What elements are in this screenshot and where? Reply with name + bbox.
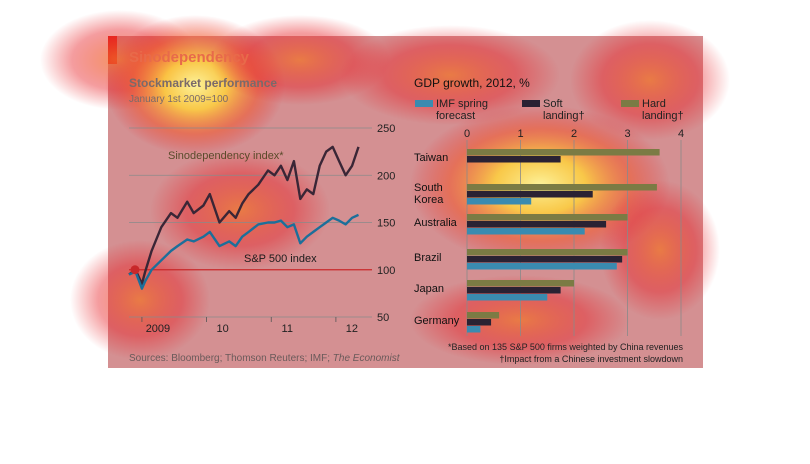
bar <box>467 184 657 191</box>
bar <box>467 156 561 163</box>
x-tick-label: 11 <box>282 323 293 335</box>
bar <box>467 198 532 205</box>
category-label: Korea <box>414 194 444 206</box>
x-tick-label: 4 <box>678 128 684 140</box>
bar <box>467 326 481 333</box>
x-tick-label: 10 <box>216 323 228 335</box>
bar <box>467 221 607 228</box>
legend: IMF springforecastSoftlanding†Hardlandin… <box>415 98 684 122</box>
category-label: Australia <box>414 217 458 229</box>
category-label: Brazil <box>414 252 442 264</box>
bar <box>467 294 548 301</box>
legend-swatch <box>522 100 540 107</box>
category-label: South <box>414 182 443 194</box>
bar <box>467 319 492 326</box>
y-tick-label: 50 <box>377 312 389 324</box>
right-chart-title: GDP growth, 2012, % <box>414 76 530 90</box>
y-tick-label: 250 <box>377 123 395 135</box>
sinodependency-line <box>128 145 360 286</box>
legend-label: Soft <box>543 98 563 110</box>
left-gridlines <box>129 127 372 318</box>
bars <box>467 149 660 333</box>
bar <box>467 280 574 287</box>
y-tick-label: 100 <box>377 265 395 277</box>
bar <box>467 228 585 235</box>
bar <box>467 256 623 263</box>
footnote-1: *Based on 135 S&P 500 firms weighted by … <box>448 342 683 352</box>
legend-label: landing† <box>543 110 585 122</box>
sources-italic: The Economist <box>333 353 401 364</box>
y-tick-label: 200 <box>377 170 395 182</box>
sinodependency-annotation: Sinodependency index* <box>168 150 284 162</box>
footnote-2: †Impact from a Chinese investment slowdo… <box>499 354 683 364</box>
left-x-tick-labels: 2009 10 11 12 <box>141 317 358 335</box>
sources: Sources: Bloomberg; Thomson Reuters; IMF… <box>129 353 401 364</box>
sp500-annotation: S&P 500 index <box>244 253 317 265</box>
x-tick-label: 2 <box>571 128 577 140</box>
x-tick-label: 0 <box>464 128 470 140</box>
category-label: Taiwan <box>414 152 448 164</box>
category-label: Japan <box>414 283 444 295</box>
bar <box>467 249 628 256</box>
bar <box>467 191 593 198</box>
legend-label: forecast <box>436 110 475 122</box>
x-tick-label: 12 <box>346 323 358 335</box>
left-chart-subtitle: January 1st 2009=100 <box>129 94 229 105</box>
x-tick-label: 3 <box>624 128 630 140</box>
left-chart-title: Stockmarket performance <box>129 76 277 90</box>
baseline-marker <box>130 265 140 275</box>
bar <box>467 312 500 319</box>
page-title: Sinodependency <box>129 49 250 66</box>
bar <box>467 263 617 270</box>
bar <box>467 287 561 294</box>
right-axis: 0 1 2 3 4 <box>464 128 684 336</box>
bar <box>467 149 660 156</box>
x-tick-label: 1 <box>517 128 523 140</box>
legend-label: landing† <box>642 110 684 122</box>
left-series-lines <box>128 145 360 290</box>
stock-chart: Stockmarket performance January 1st 2009… <box>128 76 395 335</box>
legend-label: IMF spring <box>436 98 488 110</box>
sp500-line <box>128 213 359 290</box>
category-label: Germany <box>414 315 460 327</box>
legend-label: Hard <box>642 98 666 110</box>
y-tick-label: 150 <box>377 218 395 230</box>
x-tick-label: 2009 <box>146 323 170 335</box>
sources-prefix: Sources: Bloomberg; Thomson Reuters; IMF… <box>129 353 333 364</box>
legend-swatch <box>415 100 433 107</box>
left-y-tick-labels: 50 100 150 200 250 <box>377 123 395 324</box>
legend-swatch <box>621 100 639 107</box>
bar <box>467 214 628 221</box>
